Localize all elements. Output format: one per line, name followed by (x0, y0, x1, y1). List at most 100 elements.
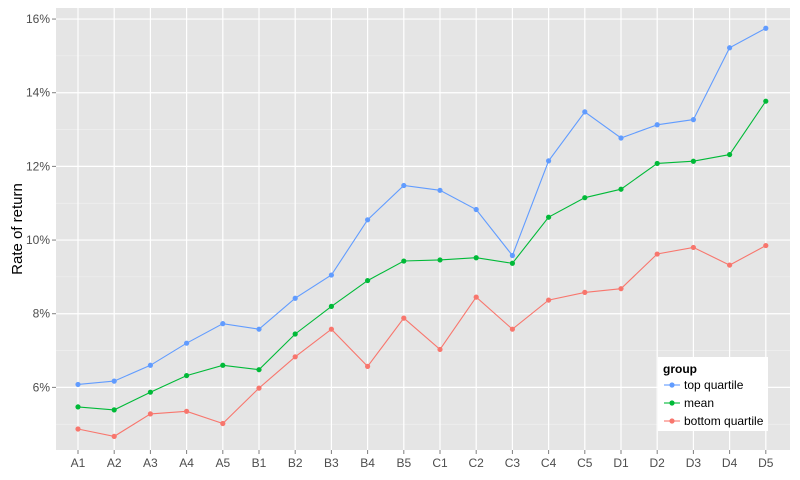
data-point-bottom-quartile (328, 326, 334, 332)
x-tick-label: B1 (252, 456, 267, 470)
data-point-mean (437, 257, 443, 263)
data-point-bottom-quartile (184, 408, 190, 414)
data-point-mean (328, 303, 334, 309)
data-point-mean (582, 195, 588, 201)
data-point-mean (256, 367, 262, 373)
x-tick-label: D3 (686, 456, 702, 470)
x-tick-label: B2 (288, 456, 303, 470)
data-point-bottom-quartile (437, 346, 443, 353)
data-point-top-quartile (582, 109, 588, 115)
data-point-top-quartile (401, 182, 407, 189)
data-point-bottom-quartile (690, 244, 697, 251)
data-point-top-quartile (365, 217, 371, 223)
data-point-mean (763, 98, 769, 104)
data-point-top-quartile (546, 158, 552, 164)
data-point-top-quartile (256, 326, 262, 332)
x-tick-label: A3 (143, 456, 158, 470)
data-point-mean (220, 362, 226, 368)
series-line-top-quartile (77, 27, 767, 385)
x-tick-label: C1 (432, 456, 448, 470)
legend-box (658, 357, 768, 431)
y-tick-label: 14% (26, 86, 50, 100)
data-point-top-quartile (763, 25, 769, 31)
x-tick-label: D1 (613, 456, 629, 470)
legend-key-point (669, 418, 675, 424)
data-point-mean (509, 260, 515, 266)
data-point-bottom-quartile (546, 297, 552, 303)
x-tick-label: B4 (360, 456, 375, 470)
x-tick-label: D4 (722, 456, 738, 470)
data-point-mean (727, 151, 733, 158)
x-tick-label: B5 (396, 456, 411, 470)
y-tick-label: 16% (26, 12, 50, 26)
data-point-mean (473, 255, 479, 261)
legend-label: bottom quartile (684, 414, 764, 428)
series-line-mean (77, 100, 767, 411)
data-point-mean (401, 258, 407, 264)
data-point-top-quartile (147, 362, 153, 368)
legend-key-point (669, 382, 675, 388)
legend-title: group (663, 362, 697, 376)
data-point-bottom-quartile (111, 433, 117, 439)
data-point-mean (618, 186, 624, 192)
data-point-top-quartile (184, 340, 190, 346)
data-point-top-quartile (328, 272, 334, 278)
x-tick-label: A5 (215, 456, 230, 470)
data-point-top-quartile (509, 252, 515, 259)
data-point-mean (690, 158, 697, 164)
data-point-bottom-quartile (654, 251, 660, 257)
x-tick-label: D2 (650, 456, 666, 470)
data-point-mean (546, 214, 552, 220)
x-tick-label: D5 (758, 456, 774, 470)
data-point-bottom-quartile (365, 363, 371, 369)
data-point-bottom-quartile (582, 289, 588, 295)
x-tick-label: C4 (541, 456, 557, 470)
x-tick-label: B3 (324, 456, 339, 470)
y-axis-title: Rate of return (9, 183, 26, 275)
data-point-bottom-quartile (509, 326, 515, 332)
data-point-top-quartile (292, 295, 298, 301)
data-point-top-quartile (654, 122, 660, 128)
legend: group top quartile mean bottom quartile (658, 357, 768, 431)
x-tick-label: A4 (179, 456, 194, 470)
data-point-mean (75, 404, 81, 410)
legend-key-point (669, 400, 675, 406)
data-point-mean (365, 277, 371, 284)
data-point-bottom-quartile (75, 426, 81, 432)
data-point-mean (147, 389, 153, 395)
legend-label: top quartile (684, 378, 744, 392)
data-point-bottom-quartile (763, 242, 769, 249)
y-tick-label: 10% (26, 233, 50, 247)
grid-minor-lines (56, 55, 790, 425)
data-point-mean (111, 407, 117, 413)
x-tick-label: A1 (71, 456, 86, 470)
data-point-top-quartile (111, 378, 117, 384)
data-point-top-quartile (727, 45, 733, 51)
x-tick-label: A2 (107, 456, 122, 470)
data-point-mean (654, 160, 660, 167)
series-line-bottom-quartile (77, 245, 767, 437)
data-point-top-quartile (437, 187, 443, 193)
data-point-mean (292, 331, 298, 337)
data-point-top-quartile (690, 117, 697, 123)
legend-items: top quartile mean bottom quartile (664, 378, 764, 428)
x-axis: A1 A2 A3 A4 A5 B1 B2 B3 B4 B5 C1 C2 C3 C4 C5 D1 D2 D3 D4 D5 (71, 450, 774, 470)
data-point-top-quartile (75, 381, 81, 388)
data-point-bottom-quartile (401, 315, 407, 321)
data-point-mean (184, 372, 190, 379)
series-layer (75, 25, 769, 439)
data-point-bottom-quartile (256, 385, 262, 391)
data-point-top-quartile (220, 321, 226, 327)
y-tick-label: 8% (33, 307, 51, 321)
data-point-bottom-quartile (292, 354, 298, 360)
legend-label: mean (684, 396, 714, 410)
x-tick-label: C5 (577, 456, 593, 470)
y-tick-label: 12% (26, 159, 50, 173)
x-tick-label: C3 (505, 456, 521, 470)
data-point-top-quartile (618, 135, 624, 141)
data-point-bottom-quartile (147, 411, 153, 417)
data-point-bottom-quartile (220, 420, 226, 427)
data-point-bottom-quartile (618, 286, 624, 292)
